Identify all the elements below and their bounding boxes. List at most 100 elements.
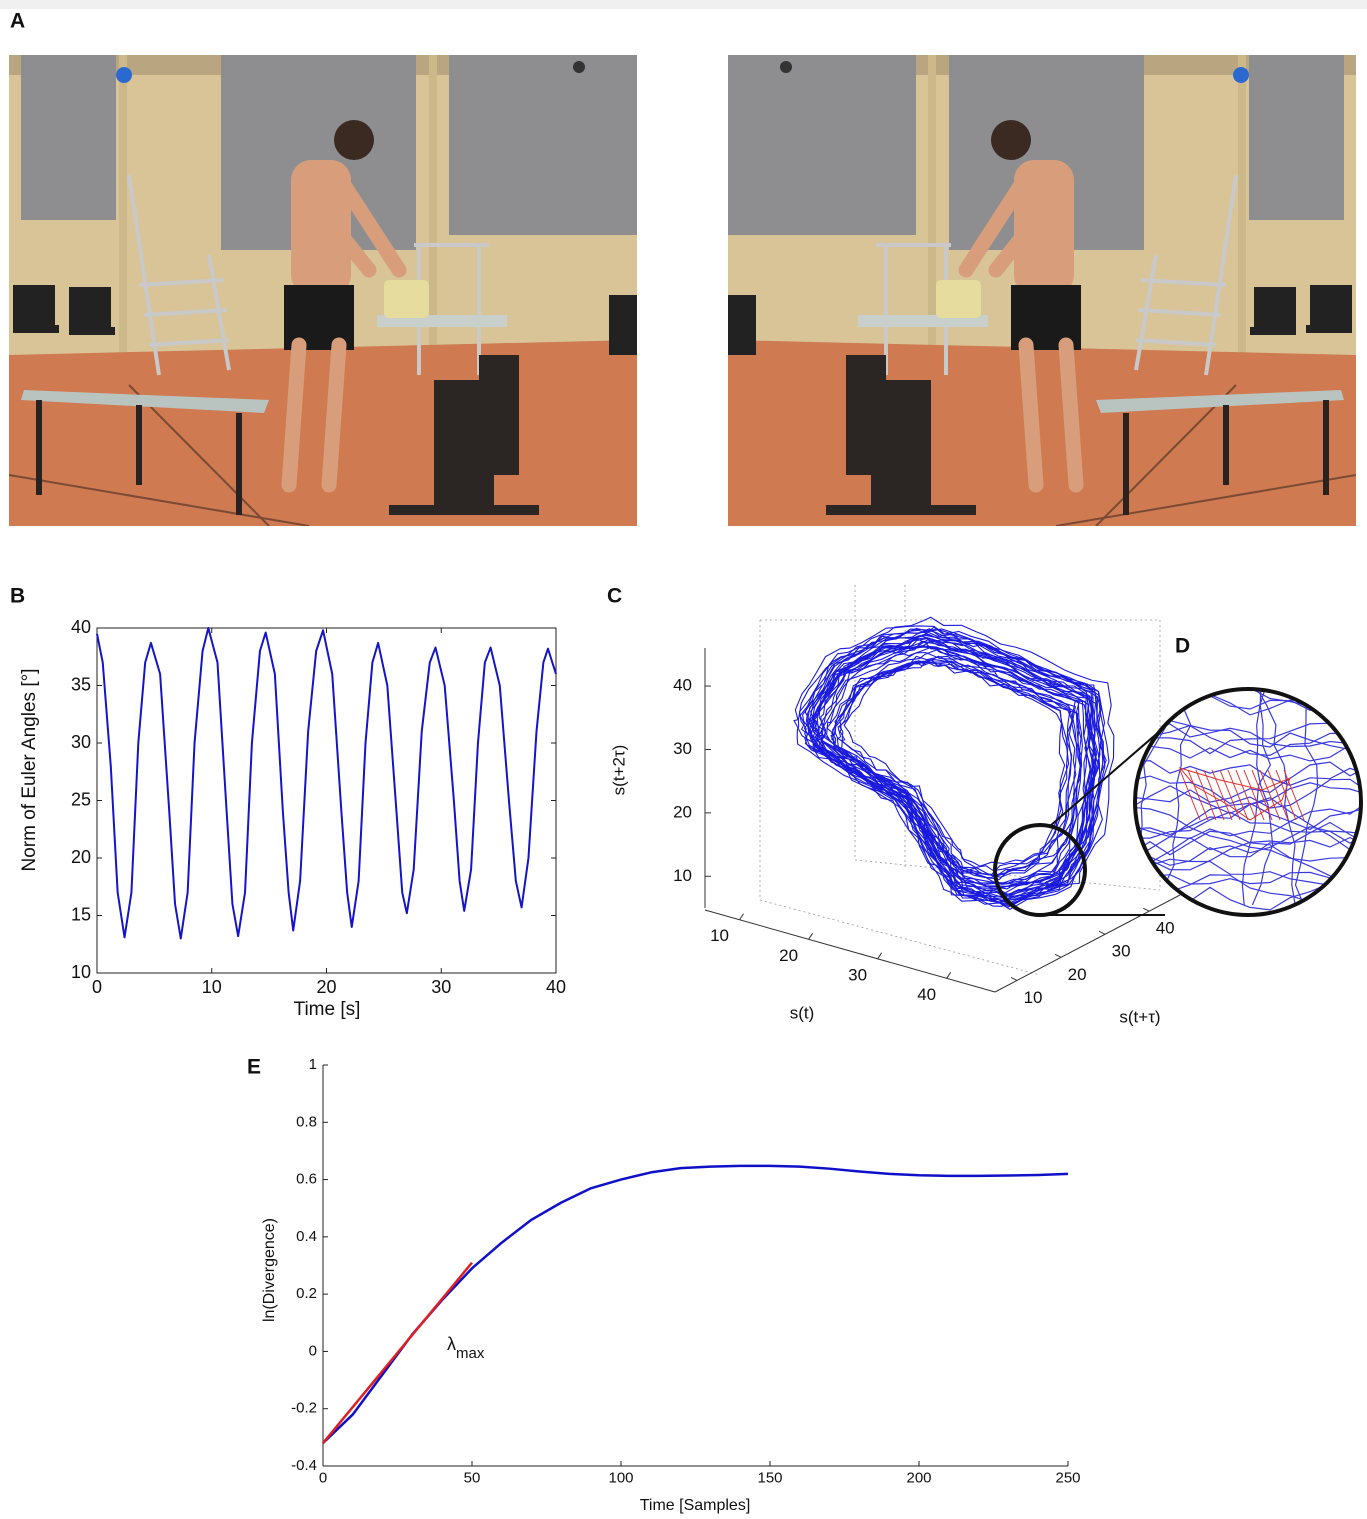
zoom-circle	[993, 823, 1087, 917]
inset-line	[1251, 690, 1274, 906]
y-tick-label: 0.8	[296, 1113, 317, 1130]
y-axis-label: ln(Divergence)	[261, 1218, 278, 1322]
hatch	[1227, 769, 1249, 821]
trajectory-loop	[826, 646, 1081, 878]
hatch	[1187, 769, 1209, 821]
data-line	[322, 1164, 1069, 1444]
trajectory-loop	[820, 646, 1088, 896]
trajectory-loop	[817, 651, 1083, 890]
y-tick-label: 20	[71, 847, 91, 867]
x-tick-label: 150	[757, 1470, 782, 1487]
hatch	[1267, 769, 1289, 821]
annotation: λmax	[447, 1334, 485, 1362]
x-tick-label: 40	[917, 985, 936, 1004]
inset-line	[1136, 806, 1360, 864]
x-tick-label: 100	[608, 1470, 633, 1487]
x-tick-label: 50	[464, 1470, 481, 1487]
y-tick-label: 0.6	[296, 1171, 317, 1188]
y-tick	[1142, 907, 1150, 912]
z-tick-label: 40	[673, 676, 692, 695]
y-tick-label: 1	[309, 1056, 317, 1073]
panel-label: B	[10, 585, 25, 608]
z-tick-label: 10	[673, 866, 692, 885]
box-edge	[759, 899, 1041, 976]
patch-outline	[1178, 767, 1291, 821]
hatch	[1235, 769, 1257, 821]
inset-line	[1294, 690, 1319, 906]
x-tick	[877, 952, 883, 960]
inset-line	[1136, 775, 1360, 809]
data-line	[322, 1261, 473, 1444]
y-tick	[1010, 977, 1018, 981]
x-tick-label: 30	[848, 965, 867, 984]
hatch	[1275, 769, 1297, 821]
trajectory-loop	[818, 641, 1100, 897]
photo	[9, 55, 637, 526]
x-tick-label: 0	[92, 977, 102, 997]
y-tick-label: 30	[1112, 942, 1131, 961]
hatch	[1251, 769, 1273, 821]
y-tick-label: 15	[71, 904, 91, 924]
x-tick-label: 250	[1055, 1470, 1080, 1487]
trajectory-loop	[802, 630, 1102, 904]
panel-label: A	[10, 10, 25, 33]
y-tick-label: 25	[71, 789, 91, 809]
trajectory-loop	[839, 655, 1077, 872]
x-tick-label: 40	[546, 977, 566, 997]
inset-line	[1241, 690, 1272, 906]
divergence-patch	[1178, 767, 1305, 821]
hatch	[1259, 769, 1281, 821]
plot-frame	[96, 627, 557, 974]
inset-line	[1136, 821, 1360, 866]
x-tick-label: 30	[431, 977, 451, 997]
inset-circle	[1133, 687, 1363, 917]
y-tick-label: 30	[71, 732, 91, 752]
panel-label: D	[1175, 635, 1190, 658]
inset-line	[1136, 759, 1360, 786]
x-axis-label: s(t)	[790, 1003, 815, 1022]
inset-line	[1136, 742, 1360, 762]
y-tick-label: 40	[1156, 919, 1175, 938]
x-tick	[946, 972, 952, 979]
trajectory-loop	[843, 660, 1073, 867]
data-line	[96, 627, 557, 940]
inset-line	[1136, 724, 1360, 759]
y-tick-label: 40	[71, 617, 91, 637]
y-tick	[1054, 953, 1062, 958]
y-tick-label: -0.4	[291, 1457, 317, 1474]
annotation-subscript: max	[456, 1345, 485, 1362]
x-axis-label: Time [s]	[294, 999, 361, 1020]
z-tick-label: 30	[673, 739, 692, 758]
top-bar	[0, 0, 1367, 9]
trajectory-loop	[796, 629, 1096, 907]
z-tick-label: 20	[673, 802, 692, 821]
y-tick-label: 20	[1068, 965, 1087, 984]
y-axis-label: Norm of Euler Angles [°]	[19, 669, 40, 872]
inset-line	[1136, 799, 1360, 861]
inset-line	[1136, 811, 1360, 839]
x-tick	[739, 913, 744, 921]
x-axis-label: Time [Samples]	[640, 1497, 751, 1514]
y-tick	[1098, 930, 1106, 935]
y-tick-label: 0	[309, 1342, 317, 1359]
x-tick-label: 20	[316, 977, 336, 997]
inset-line	[1164, 690, 1192, 906]
y-tick-label: 0.2	[296, 1285, 317, 1302]
panel-label: E	[247, 1056, 261, 1079]
hatch	[1195, 769, 1217, 821]
trajectory-loop	[834, 648, 1078, 876]
trajectory-loop	[793, 625, 1098, 902]
x-tick-label: 20	[779, 946, 798, 965]
box-edge	[854, 859, 1161, 891]
y-tick-label: 0.4	[296, 1228, 317, 1245]
hatch	[1179, 769, 1201, 821]
trajectory-loop	[836, 661, 1073, 880]
hatch	[1283, 769, 1305, 821]
annotation-symbol: λ	[447, 1334, 456, 1354]
y-tick-label: 10	[1024, 988, 1043, 1007]
y-axis-label: s(t+τ)	[1119, 1007, 1160, 1026]
y-tick-label: 35	[71, 674, 91, 694]
x-tick	[808, 933, 813, 940]
